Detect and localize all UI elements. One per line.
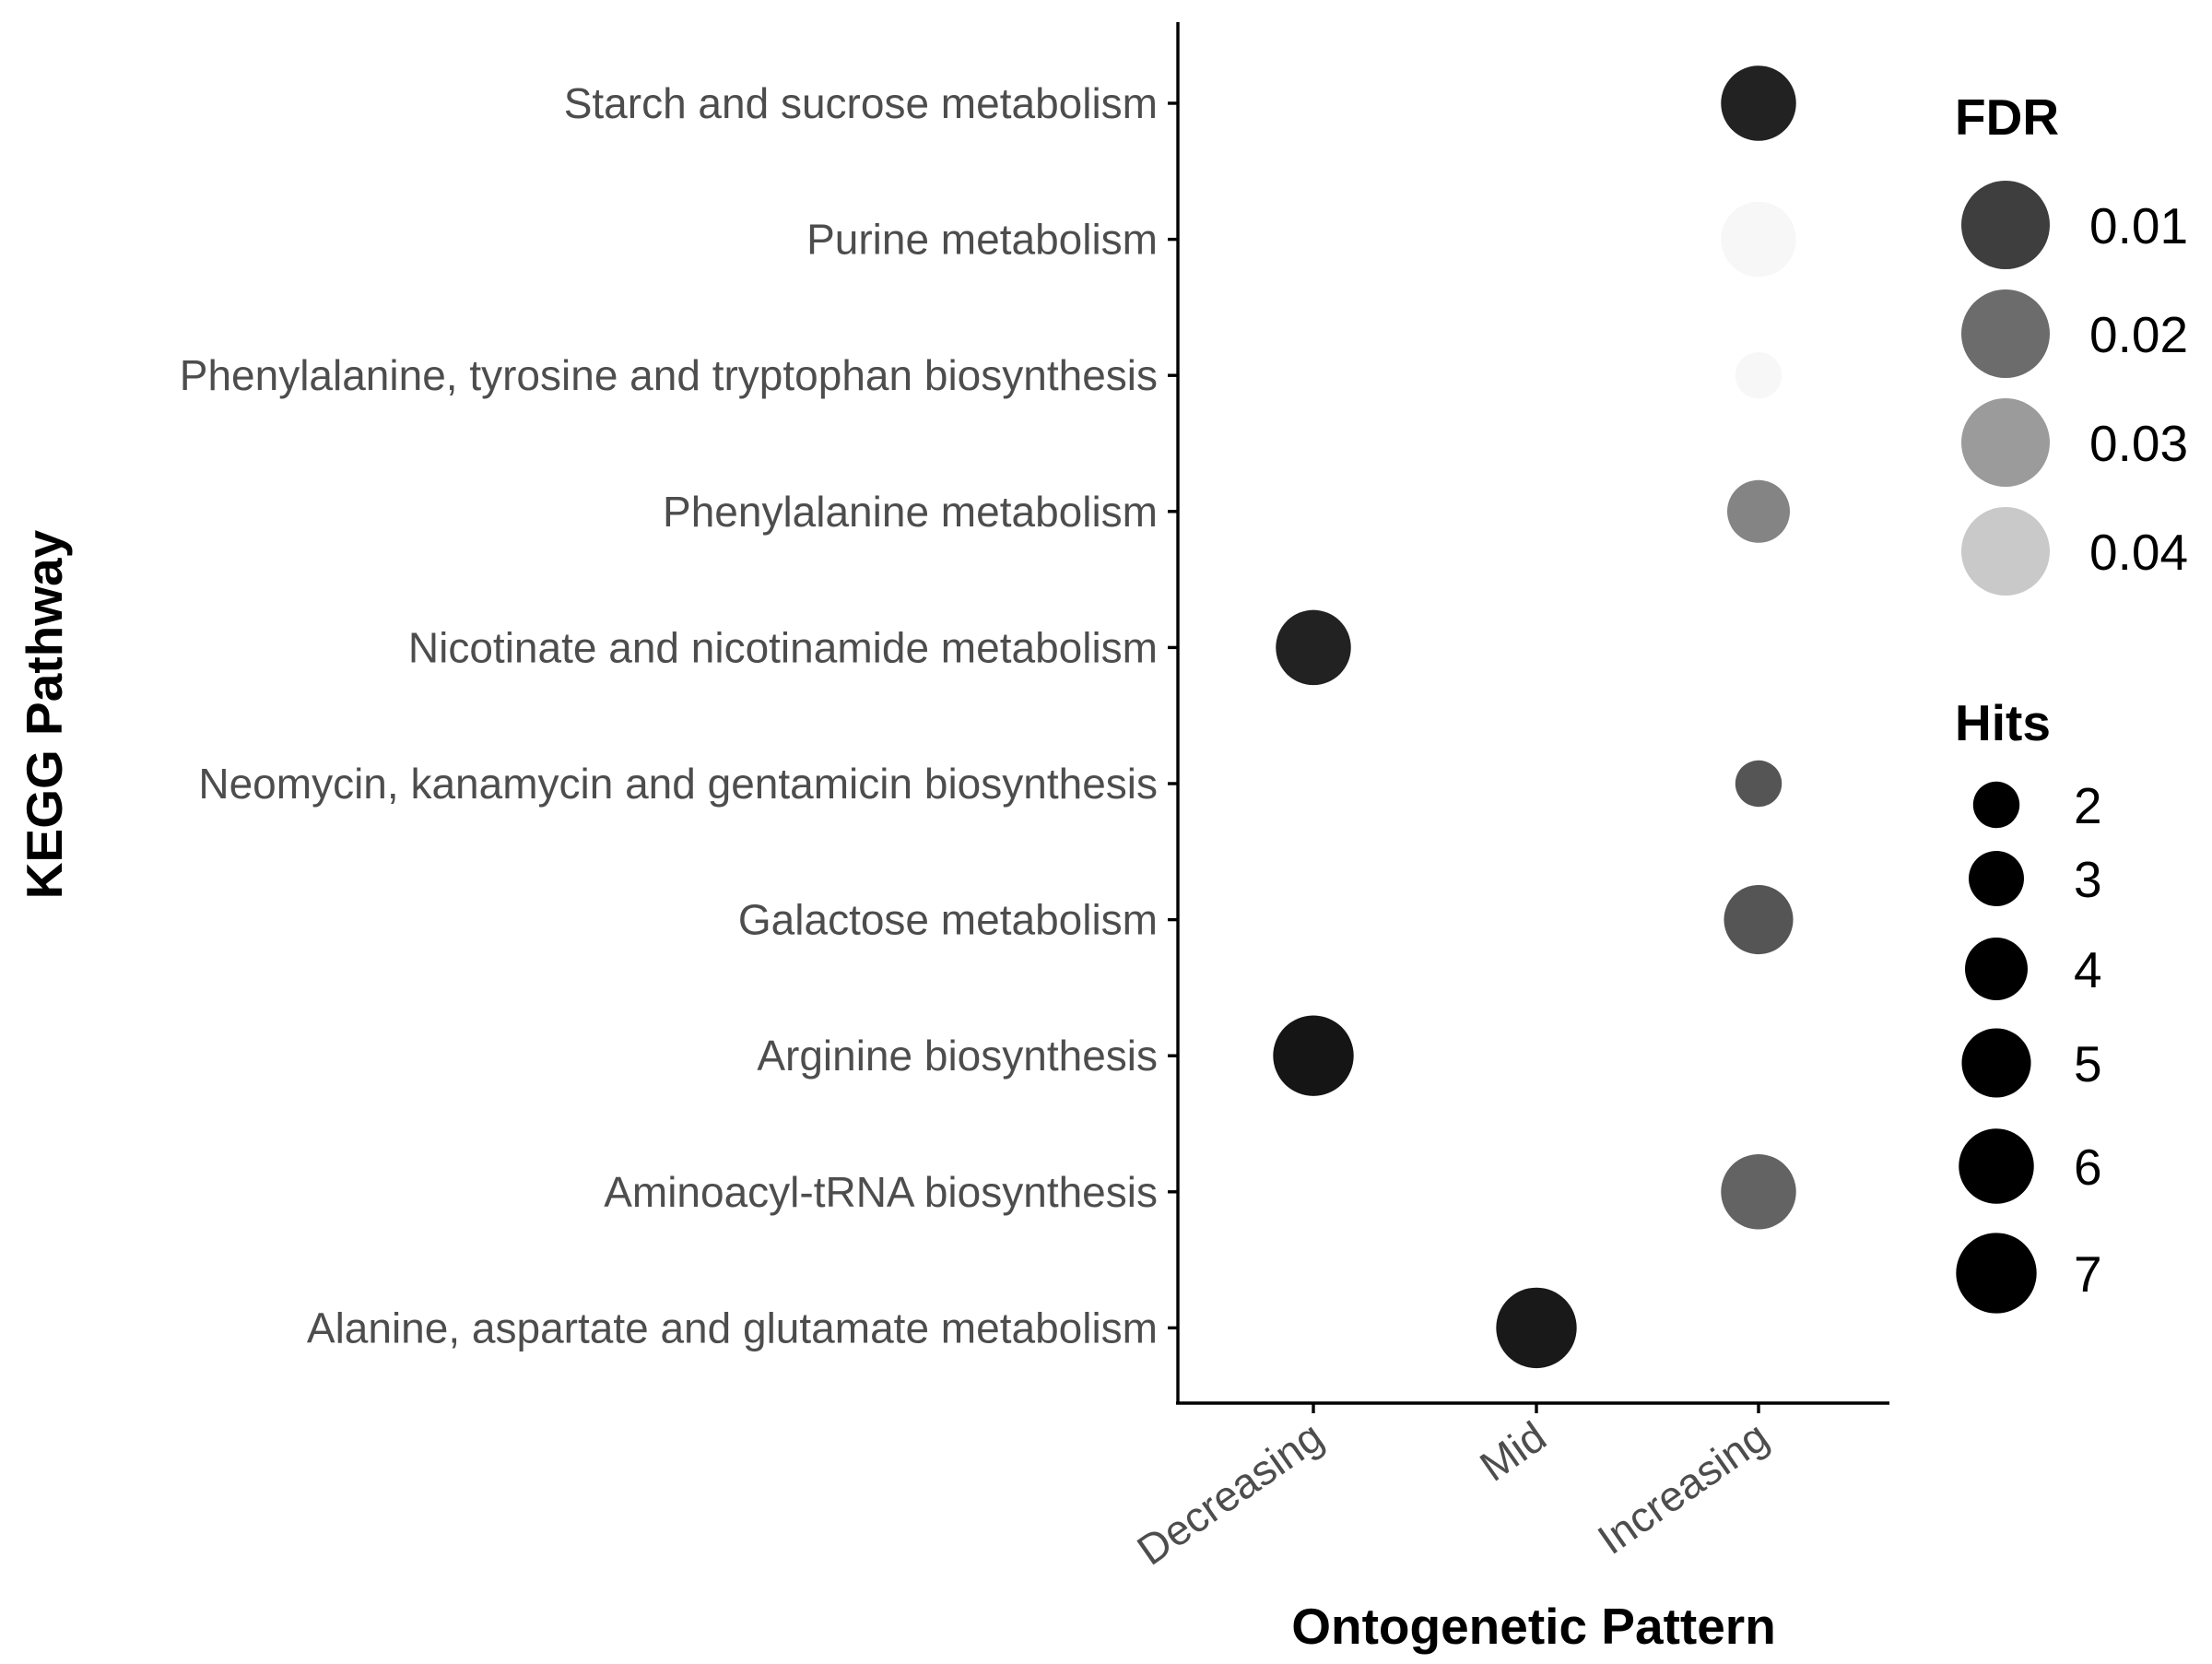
y-tick-label: Nicotinate and nicotinamide metabolism: [408, 623, 1158, 671]
point-neomycin-kanamycin-and-gentamicin-biosynthesis: [1735, 760, 1783, 808]
points-layer: [1273, 65, 1796, 1369]
fdr-key-3: [1961, 398, 2050, 487]
y-tick-label: Purine metabolism: [806, 216, 1158, 264]
point-purine-metabolism: [1721, 201, 1796, 277]
x-tick-label: Mid: [1471, 1412, 1555, 1491]
hits-key-2: [1972, 781, 2020, 829]
hits-legend: Hits 2 3 4 5 6 7: [1955, 694, 2102, 1314]
fdr-legend-label: 0.03: [2089, 415, 2188, 472]
hits-key-7: [1956, 1233, 2037, 1314]
point-aminoacyl-trna-biosynthesis: [1721, 1154, 1796, 1230]
hits-key-3: [1969, 851, 2024, 906]
hits-legend-label: 6: [2074, 1139, 2102, 1196]
point-galactose-metabolism: [1724, 885, 1794, 955]
hits-key-6: [1959, 1128, 2034, 1204]
hits-legend-label: 5: [2074, 1035, 2102, 1092]
fdr-key-4: [1961, 507, 2050, 596]
x-tick-label: Decreasing: [1128, 1412, 1331, 1575]
point-alanine-aspartate-and-glutamate-metabolism: [1496, 1287, 1577, 1369]
hits-legend-label: 3: [2074, 851, 2102, 908]
fdr-legend-label: 0.02: [2089, 306, 2188, 363]
point-phenylalanine-metabolism: [1727, 479, 1790, 543]
y-tick-label: Galactose metabolism: [738, 896, 1158, 944]
x-ticks: Decreasing Mid Increasing: [1128, 1403, 1777, 1575]
hits-legend-title: Hits: [1955, 694, 2051, 751]
y-tick-label: Alanine, aspartate and glutamate metabol…: [307, 1304, 1158, 1351]
y-tick-label: Starch and sucrose metabolism: [564, 79, 1158, 127]
point-nicotinate-and-nicotinamide-metabolism: [1276, 609, 1351, 686]
fdr-key-1: [1961, 181, 2050, 269]
hits-key-5: [1961, 1028, 2031, 1098]
y-axis-title: KEGG Pathway: [16, 529, 73, 899]
point-arginine-biosynthesis: [1273, 1015, 1354, 1096]
x-tick-label: Increasing: [1589, 1412, 1777, 1564]
y-tick-label: Neomycin, kanamycin and gentamicin biosy…: [198, 760, 1158, 808]
y-tick-label: Arginine biosynthesis: [757, 1032, 1158, 1080]
hits-legend-label: 4: [2074, 941, 2102, 998]
point-starch-and-sucrose-metabolism: [1721, 65, 1796, 141]
hits-legend-label: 7: [2074, 1245, 2102, 1303]
hits-key-4: [1965, 938, 2028, 1000]
fdr-legend-label: 0.04: [2089, 524, 2188, 581]
hits-legend-label: 2: [2074, 777, 2102, 834]
fdr-key-2: [1961, 289, 2050, 378]
axes-layer: [1176, 22, 1889, 1405]
x-axis-title: Ontogenetic Pattern: [1291, 1598, 1776, 1655]
y-tick-label: Phenylalanine, tyrosine and tryptophan b…: [180, 351, 1158, 399]
y-tick-label: Phenylalanine metabolism: [663, 488, 1158, 536]
point-phenylalanine-tyrosine-and-tryptophan-biosynthesis: [1735, 351, 1783, 399]
fdr-legend-title: FDR: [1955, 89, 2059, 146]
fdr-legend: FDR 0.01 0.02 0.03 0.04: [1955, 89, 2188, 596]
fdr-legend-label: 0.01: [2089, 197, 2188, 254]
y-tick-label: Aminoacyl-tRNA biosynthesis: [604, 1168, 1158, 1216]
y-ticks: Alanine, aspartate and glutamate metabol…: [180, 79, 1178, 1351]
